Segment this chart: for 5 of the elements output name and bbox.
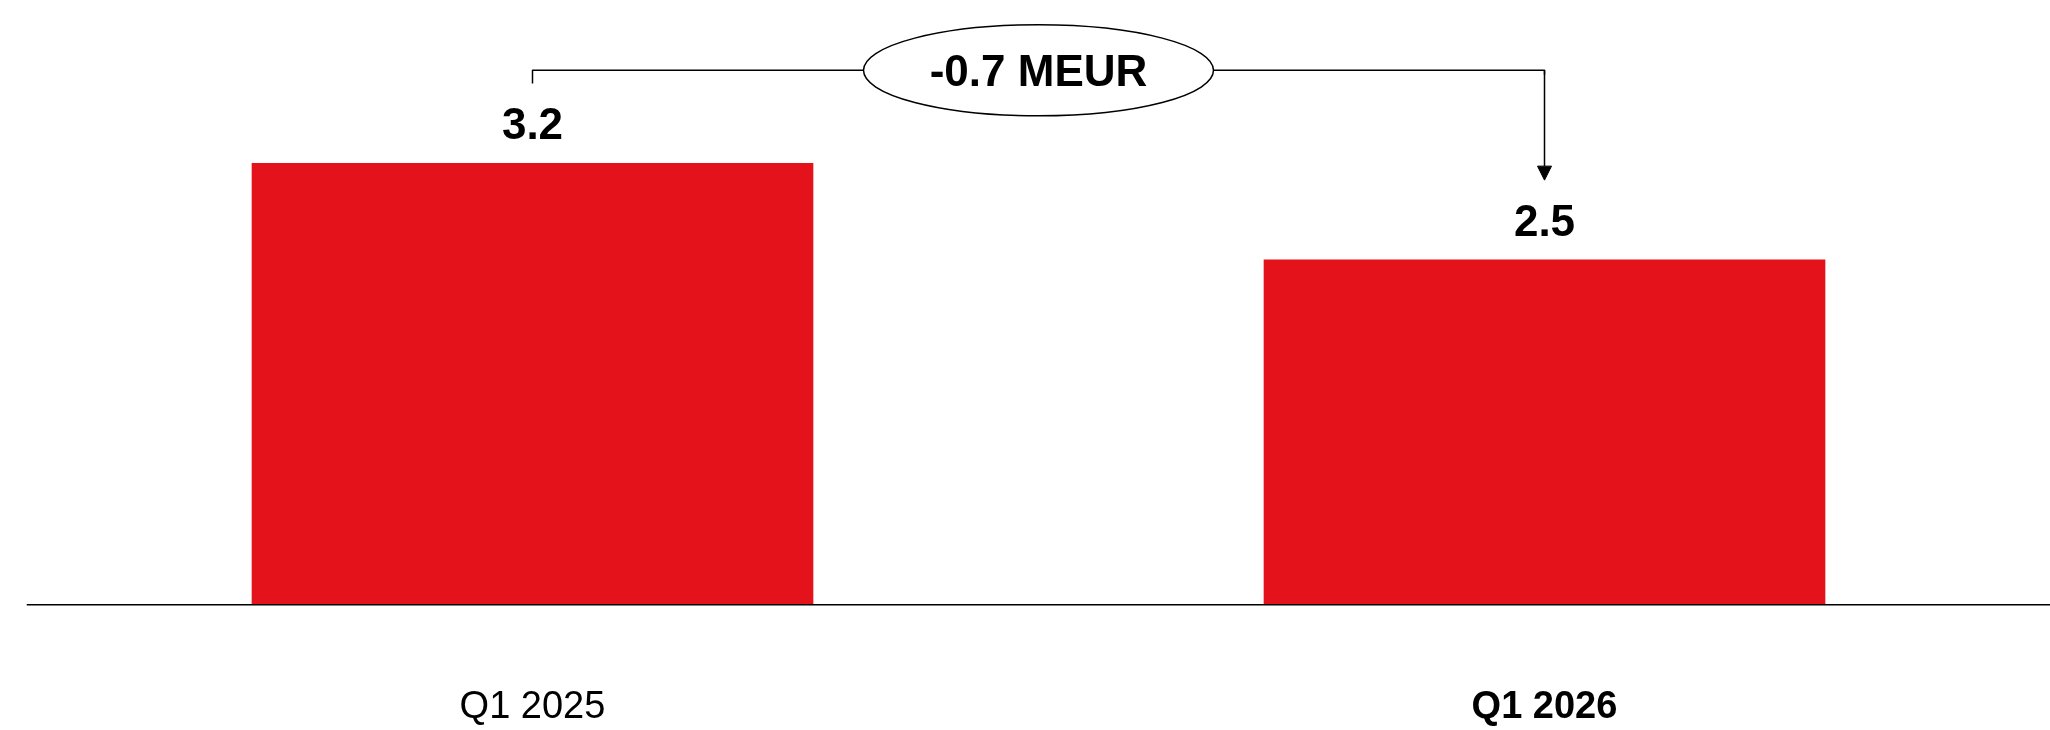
x-tick-label: Q1 2025 <box>459 684 606 727</box>
data-label: 2.5 <box>1513 195 1576 245</box>
data-label: 3.2 <box>501 99 564 149</box>
x-tick-label: Q1 2026 <box>1471 684 1618 727</box>
text: -0.7 MEUR <box>929 45 1148 95</box>
